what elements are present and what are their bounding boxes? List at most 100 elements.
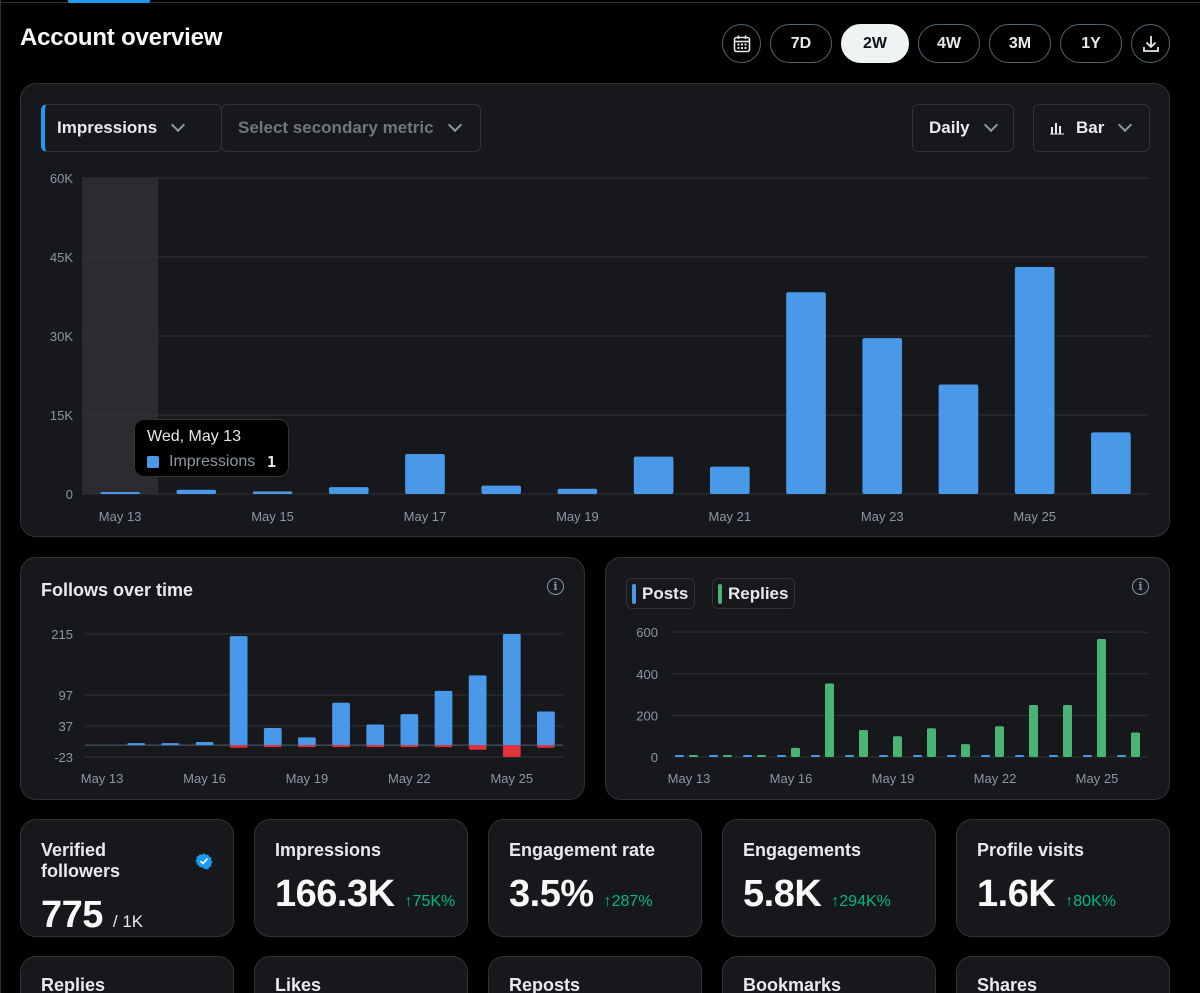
bar-replies <box>757 755 766 757</box>
primary-metric-select[interactable]: Impressions <box>41 104 222 152</box>
x-tick-label: May 21 <box>709 509 752 524</box>
bar-follows <box>537 711 555 746</box>
download-icon <box>1142 35 1159 52</box>
x-tick-label: May 16 <box>183 771 226 786</box>
bar <box>481 485 521 494</box>
secondary-metric-select[interactable]: Select secondary metric <box>221 104 481 152</box>
stat-label: Reposts <box>509 975 581 993</box>
x-tick-label: May 25 <box>490 771 533 786</box>
impressions-chart-card: 0 15K 30K 45K 60K May 13 May 15 May 17 May 19 May… <box>20 83 1170 537</box>
stat-value: 5.8K <box>743 873 822 915</box>
bar-replies <box>1097 639 1106 757</box>
posts-replies-bar-chart[interactable]: 0 200 400 600 May 13 May 16 May 19 May 22 May 25 <box>606 558 1171 801</box>
stat-label: Engagement rate <box>509 840 656 860</box>
range-3m-button[interactable]: 3M <box>989 24 1051 63</box>
stat-label: Shares <box>977 975 1038 993</box>
bar <box>862 338 903 494</box>
x-tick-label: May 25 <box>1013 509 1056 524</box>
info-icon[interactable]: i <box>1132 578 1149 595</box>
bar-posts <box>913 755 922 757</box>
y-tick-label: 0 <box>66 487 73 502</box>
stat-card-replies[interactable]: Replies <box>20 956 234 993</box>
interval-select[interactable]: Daily <box>912 104 1014 152</box>
posts-replies-chart-card: Posts Replies i 0 200 400 600 May 13 May 16 Ma… <box>605 557 1170 800</box>
stat-delta: ↑75K% <box>404 893 456 910</box>
bar-replies <box>791 747 800 757</box>
range-2w-button[interactable]: 2W <box>841 24 909 63</box>
stat-card-reposts[interactable]: Reposts <box>488 956 702 993</box>
bar-chart-icon <box>1050 123 1064 135</box>
y-tick-label: 400 <box>636 667 658 682</box>
bar-replies <box>825 683 834 757</box>
legend-posts-toggle[interactable]: Posts <box>626 578 696 609</box>
stat-label: Replies <box>41 975 106 993</box>
bar-posts <box>879 755 888 757</box>
bar-follows <box>332 702 350 746</box>
bar-follows <box>298 737 316 746</box>
y-tick-label: 215 <box>51 627 73 642</box>
page-title: Account overview <box>20 24 223 51</box>
range-7d-button[interactable]: 7D <box>770 24 832 63</box>
stat-card-impressions[interactable]: Impressions 166.3K ↑75K% <box>254 819 468 937</box>
info-icon[interactable]: i <box>547 578 564 595</box>
stat-label-text: Verified followers <box>41 840 121 881</box>
stat-card-shares[interactable]: Shares <box>956 956 1170 993</box>
calendar-button[interactable] <box>722 24 761 63</box>
legend-replies-toggle[interactable]: Replies <box>712 578 796 609</box>
chart-type-select[interactable]: Bar <box>1033 104 1150 152</box>
follows-bar-chart[interactable]: -23 37 97 215 May 13 May 16 May 19 May 22 May 25 <box>21 558 586 801</box>
range-4w-button[interactable]: 4W <box>918 24 980 63</box>
y-tick-label: 60K <box>50 171 73 186</box>
bar-posts <box>1049 755 1058 757</box>
stat-value-row: 775 / 1K <box>41 894 213 937</box>
legend-replies-label: Replies <box>728 583 789 603</box>
y-tick-label: 30K <box>50 329 73 344</box>
bar-posts <box>845 755 854 757</box>
secondary-metric-placeholder: Select secondary metric <box>238 118 434 137</box>
x-tick-label: May 25 <box>1076 771 1119 786</box>
stat-card-profile-visits[interactable]: Profile visits 1.6K ↑80K% <box>956 819 1170 937</box>
bar-posts <box>777 755 786 757</box>
bar-follows <box>400 714 419 746</box>
stat-label: Likes <box>275 975 322 993</box>
bar <box>786 292 826 494</box>
y-tick-label: 97 <box>59 688 73 703</box>
stat-card-likes[interactable]: Likes <box>254 956 468 993</box>
bar-replies <box>961 744 970 757</box>
stat-card-bookmarks[interactable]: Bookmarks <box>722 956 936 993</box>
primary-metric-label: Impressions <box>57 118 158 137</box>
bar-unfollows <box>263 745 282 748</box>
bar-replies <box>1131 732 1140 757</box>
stat-value: 775 <box>41 894 103 936</box>
date-range-toolbar: 7D 2W 4W 3M 1Y <box>722 24 1170 63</box>
left-border <box>0 0 1 993</box>
stat-value: 166.3K <box>275 873 395 915</box>
stat-delta: ↑80K% <box>1065 893 1116 910</box>
interval-label: Daily <box>929 118 970 137</box>
bar-replies <box>995 726 1004 757</box>
stat-value-row: 166.3K ↑75K% <box>275 873 455 916</box>
x-tick-label: May 19 <box>556 509 599 524</box>
bar-follows <box>195 742 214 746</box>
bar-replies <box>723 755 732 757</box>
stat-sub: / 1K <box>112 912 144 931</box>
range-1y-button[interactable]: 1Y <box>1060 24 1122 63</box>
chevron-down-icon <box>447 117 462 133</box>
bar-unfollows <box>537 745 555 748</box>
bar <box>252 491 293 494</box>
tooltip-swatch <box>147 456 159 468</box>
x-tick-label: May 19 <box>872 771 915 786</box>
bar-replies <box>1029 704 1038 757</box>
stat-value: 3.5% <box>509 873 594 915</box>
bar <box>557 488 598 494</box>
bar <box>405 453 445 494</box>
impressions-bar-chart[interactable]: 0 15K 30K 45K 60K May 13 May 15 May 17 May 19 May… <box>21 84 1171 538</box>
bar <box>176 489 217 494</box>
y-tick-label: 37 <box>59 719 73 734</box>
bar-unfollows <box>434 745 453 748</box>
x-tick-label: May 23 <box>861 509 904 524</box>
stat-card-engagements[interactable]: Engagements 5.8K ↑294K% <box>722 819 936 937</box>
stat-card-engagement-rate[interactable]: Engagement rate 3.5% ↑287% <box>488 819 702 937</box>
stat-card-verified-followers[interactable]: Verified followers 775 / 1K <box>20 819 234 937</box>
download-button[interactable] <box>1131 24 1170 63</box>
